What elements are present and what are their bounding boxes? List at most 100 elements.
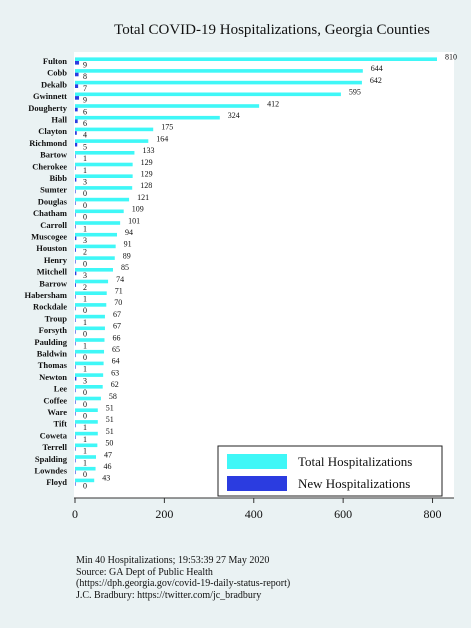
bar-total-coweta <box>75 431 98 436</box>
total-value-label: 175 <box>161 123 173 132</box>
new-value-label: 1 <box>83 365 87 374</box>
new-value-label: 0 <box>83 213 87 222</box>
bar-total-terrell <box>75 443 98 448</box>
bar-new-muscogee <box>75 236 77 241</box>
category-label: Douglas <box>38 196 68 206</box>
total-value-label: 71 <box>115 287 123 296</box>
new-value-label: 1 <box>83 341 87 350</box>
bar-new-tift <box>75 423 76 428</box>
bar-total-floyd <box>75 478 95 483</box>
legend-swatch <box>227 454 287 469</box>
category-label: Barrow <box>39 278 68 288</box>
bar-new-cherokee <box>75 166 76 170</box>
category-label: Lowndes <box>34 466 67 476</box>
total-value-label: 810 <box>445 53 457 62</box>
bar-total-richmond <box>75 139 149 143</box>
bar-new-douglas <box>75 201 76 205</box>
note-line: (https://dph.georgia.gov/covid-19-daily-… <box>76 578 291 589</box>
bar-total-tift <box>75 420 98 424</box>
legend-swatch <box>227 476 287 491</box>
total-value-label: 642 <box>370 76 382 85</box>
legend-label: Total Hospitalizations <box>298 454 412 469</box>
bar-total-mitchell <box>75 268 113 272</box>
bar-total-gwinnett <box>75 92 341 97</box>
new-value-label: 1 <box>83 295 87 304</box>
category-label: Floyd <box>46 477 67 487</box>
bar-total-muscogee <box>75 232 118 237</box>
bar-total-cobb <box>75 69 363 73</box>
new-value-label: 3 <box>83 271 87 280</box>
category-label: Coffee <box>43 395 67 405</box>
category-label: Newton <box>39 372 67 382</box>
new-value-label: 1 <box>83 318 87 327</box>
bar-new-thomas <box>75 365 76 369</box>
category-label: Cherokee <box>32 161 67 171</box>
category-label: Dekalb <box>41 79 67 89</box>
legend-label: New Hospitalizations <box>298 476 410 491</box>
bar-new-clayton <box>75 131 77 135</box>
total-value-label: 74 <box>116 275 124 284</box>
total-value-label: 47 <box>104 450 112 459</box>
new-value-label: 3 <box>83 178 87 187</box>
bar-new-bartow <box>75 154 76 159</box>
note-line: Min 40 Hospitalizations; 19:53:39 27 May… <box>76 555 270 566</box>
total-value-label: 91 <box>124 240 132 249</box>
total-value-label: 164 <box>156 134 168 143</box>
bar-total-chatham <box>75 209 124 214</box>
bar-new-newton <box>75 376 77 381</box>
total-value-label: 644 <box>371 64 383 73</box>
total-value-label: 412 <box>267 99 279 108</box>
category-label: Chatham <box>33 208 67 218</box>
category-label: Bibb <box>50 173 68 183</box>
total-value-label: 62 <box>111 380 119 389</box>
bar-total-houston <box>75 244 116 249</box>
category-label: Coweta <box>40 430 68 440</box>
total-value-label: 51 <box>106 404 114 413</box>
bar-total-habersham <box>75 291 107 295</box>
category-label: Habersham <box>25 290 68 300</box>
bar-new-mitchell <box>75 271 77 276</box>
new-value-label: 0 <box>83 306 87 315</box>
bar-new-rockdale <box>75 306 76 311</box>
bar-total-dougherty <box>75 104 260 108</box>
bar-total-carroll <box>75 221 121 225</box>
bar-new-lowndes <box>75 470 76 475</box>
category-label: Mitchell <box>37 267 68 277</box>
category-label: Lee <box>54 384 67 394</box>
new-value-label: 6 <box>83 119 87 128</box>
total-value-label: 109 <box>132 205 144 214</box>
bar-new-terrell <box>75 447 76 451</box>
category-label: Forsyth <box>39 325 68 335</box>
bar-total-cherokee <box>75 162 133 167</box>
new-value-label: 0 <box>83 259 87 268</box>
bar-new-sumter <box>75 189 76 194</box>
bar-new-lee <box>75 388 76 393</box>
total-value-label: 66 <box>112 333 120 342</box>
total-value-label: 324 <box>228 111 240 120</box>
category-label: Muscogee <box>31 232 67 242</box>
bar-total-paulding <box>75 338 105 342</box>
bar-total-forsyth <box>75 326 105 331</box>
total-value-label: 121 <box>137 193 149 202</box>
total-value-label: 64 <box>112 357 120 366</box>
new-value-label: 1 <box>83 154 87 163</box>
new-value-label: 1 <box>83 224 87 233</box>
total-value-label: 51 <box>106 415 114 424</box>
plot-area <box>74 52 454 498</box>
note-line: Source: GA Dept of Public Health <box>76 566 213 578</box>
total-value-label: 63 <box>111 368 119 377</box>
bar-new-coweta <box>75 435 76 439</box>
new-value-label: 9 <box>83 61 87 70</box>
category-label: Carroll <box>40 220 67 230</box>
total-value-label: 128 <box>140 181 152 190</box>
new-value-label: 4 <box>83 131 87 140</box>
bar-total-bibb <box>75 174 133 178</box>
total-value-label: 50 <box>105 439 113 448</box>
bar-total-douglas <box>75 197 130 202</box>
new-value-label: 1 <box>83 435 87 444</box>
bar-new-dougherty <box>75 107 78 112</box>
category-label: Clayton <box>38 126 67 136</box>
total-value-label: 595 <box>349 88 361 97</box>
new-value-label: 0 <box>83 482 87 491</box>
new-value-label: 0 <box>83 400 87 409</box>
